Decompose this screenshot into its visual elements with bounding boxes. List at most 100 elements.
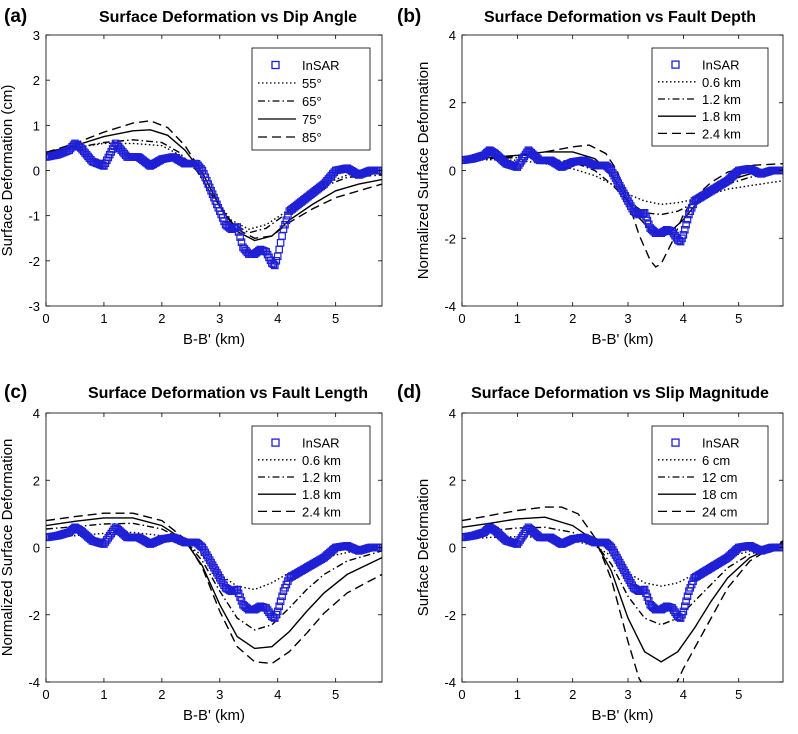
series-line-18-cm bbox=[462, 516, 783, 663]
x-tick-label: 0 bbox=[458, 687, 465, 702]
y-axis-label: Normalized Surface Deformation bbox=[415, 62, 432, 280]
insar-marker bbox=[679, 607, 688, 616]
insar-marker bbox=[642, 212, 650, 221]
panel-b: 0 1 2 3 4 5 -4 -2 0 2 4 B-B' (km) Normalized Surface… bbox=[397, 6, 784, 348]
chart-title: Surface Deformation vs Fault Length bbox=[88, 385, 368, 402]
x-tick-label: 2 bbox=[569, 687, 576, 702]
series-line-0-6-km bbox=[462, 158, 783, 206]
insar-marker bbox=[643, 216, 652, 225]
panel-label: (b) bbox=[397, 6, 421, 27]
y-tick-label: -2 bbox=[28, 608, 40, 623]
x-tick-label: 1 bbox=[514, 311, 521, 326]
insar-marker bbox=[278, 592, 286, 601]
insar-marker bbox=[233, 223, 242, 231]
legend-insar-marker bbox=[271, 438, 280, 447]
panel-label: (d) bbox=[397, 382, 421, 403]
series-line-2-4-km bbox=[462, 144, 783, 268]
y-tick-label: 0 bbox=[33, 164, 40, 179]
y-tick-label: -2 bbox=[444, 608, 456, 623]
insar-marker bbox=[281, 220, 289, 229]
insar-marker bbox=[642, 589, 650, 598]
x-axis-label: B-B' (km) bbox=[183, 331, 245, 348]
panel-d: 0 1 2 3 4 5 -4 -2 0 2 4 B-B' (km) Surface Deformatio… bbox=[397, 382, 784, 724]
x-axis-label: B-B' (km) bbox=[183, 707, 245, 724]
legend: InSAR 6 cm 12 cm 18 cm 24 cm bbox=[651, 425, 769, 525]
insar-markers bbox=[46, 139, 382, 270]
insar-marker bbox=[46, 153, 50, 161]
x-tick-label: 0 bbox=[42, 311, 49, 326]
insar-marker bbox=[679, 231, 688, 239]
y-tick-label: -2 bbox=[444, 231, 456, 246]
panel-label: (a) bbox=[4, 6, 27, 27]
legend-label: InSAR bbox=[702, 58, 740, 73]
insar-marker bbox=[376, 166, 382, 175]
legend-label: 85° bbox=[302, 130, 322, 145]
legend-label: 24 cm bbox=[702, 504, 737, 519]
y-tick-label: -1 bbox=[28, 209, 40, 224]
x-tick-label: 5 bbox=[735, 687, 742, 702]
insar-marker bbox=[279, 225, 288, 234]
x-tick-label: 5 bbox=[332, 687, 339, 702]
legend-label: 18 cm bbox=[702, 487, 737, 502]
y-tick-label: 0 bbox=[33, 541, 40, 556]
x-tick-label: 3 bbox=[216, 311, 223, 326]
legend-insar-marker bbox=[671, 438, 680, 447]
x-tick-label: 0 bbox=[42, 687, 49, 702]
y-tick-label: 3 bbox=[33, 28, 40, 43]
legend-label: InSAR bbox=[302, 436, 340, 451]
y-tick-label: 2 bbox=[33, 473, 40, 488]
x-tick-label: 2 bbox=[158, 687, 165, 702]
y-tick-label: 4 bbox=[449, 406, 456, 421]
x-tick-label: 1 bbox=[514, 687, 521, 702]
y-tick-label: 4 bbox=[33, 406, 40, 421]
insar-marker bbox=[275, 245, 284, 254]
legend-label: InSAR bbox=[302, 58, 340, 73]
insar-marker bbox=[276, 597, 285, 606]
insar-marker bbox=[272, 257, 281, 265]
x-tick-label: 3 bbox=[624, 687, 631, 702]
x-tick-label: 3 bbox=[216, 687, 223, 702]
series-line-55- bbox=[46, 142, 382, 230]
insar-marker bbox=[683, 592, 692, 601]
insar-marker bbox=[376, 543, 382, 552]
legend-label: 75° bbox=[302, 112, 322, 127]
x-tick-label: 2 bbox=[569, 311, 576, 326]
y-tick-label: 1 bbox=[33, 118, 40, 133]
legend: InSAR 0.6 km 1.2 km 1.8 km 2.4 km bbox=[651, 47, 769, 147]
x-tick-label: 5 bbox=[735, 311, 742, 326]
legend-label: 2.4 km bbox=[302, 504, 341, 519]
insar-marker bbox=[683, 215, 692, 224]
insar-marker bbox=[777, 166, 783, 175]
insar-marker bbox=[282, 216, 291, 225]
legend-label: 2.4 km bbox=[702, 126, 741, 141]
insar-marker bbox=[777, 543, 783, 552]
legend-label: 6 cm bbox=[702, 453, 730, 468]
x-tick-label: 4 bbox=[274, 311, 281, 326]
x-tick-label: 4 bbox=[680, 687, 687, 702]
insar-marker bbox=[271, 261, 279, 270]
legend-label: 55° bbox=[302, 76, 322, 91]
insar-marker bbox=[234, 228, 243, 236]
y-tick-label: -4 bbox=[28, 675, 40, 690]
x-tick-label: 2 bbox=[158, 311, 165, 326]
legend: InSAR 55° 65° 75° 85° bbox=[251, 47, 371, 151]
legend-label: 65° bbox=[302, 94, 322, 109]
x-axis-label: B-B' (km) bbox=[591, 707, 653, 724]
legend-label: 1.8 km bbox=[302, 487, 341, 502]
chart-title: Surface Deformation vs Slip Magnitude bbox=[471, 385, 769, 402]
legend-label: 1.2 km bbox=[302, 470, 341, 485]
y-tick-label: -2 bbox=[28, 254, 40, 269]
x-tick-label: 1 bbox=[100, 311, 107, 326]
x-tick-label: 5 bbox=[332, 311, 339, 326]
insar-marker bbox=[234, 589, 243, 598]
chart-title: Surface Deformation vs Fault Depth bbox=[484, 9, 756, 26]
legend-label: 1.2 km bbox=[702, 92, 741, 107]
legend-label: 12 cm bbox=[702, 470, 737, 485]
insar-marker bbox=[680, 602, 689, 611]
insar-marker bbox=[680, 226, 689, 234]
y-tick-label: 2 bbox=[449, 96, 456, 111]
y-axis-label: Surface Deformation bbox=[415, 479, 432, 617]
legend-box bbox=[651, 47, 769, 147]
legend-label: 0.6 km bbox=[702, 75, 741, 90]
